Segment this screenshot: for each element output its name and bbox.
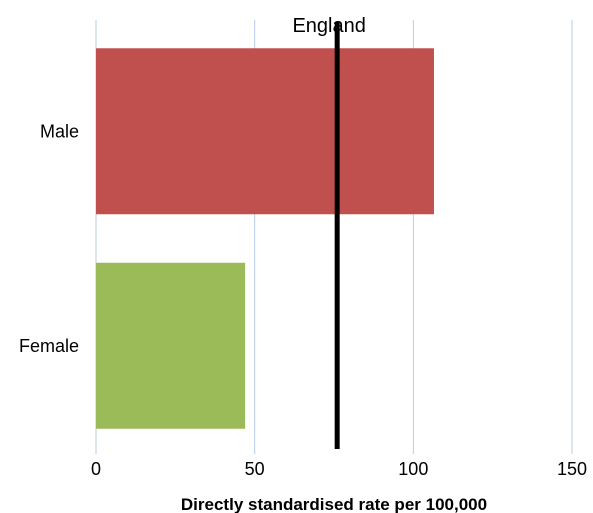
bars <box>96 48 434 429</box>
x-tick-label: 150 <box>557 459 587 479</box>
reference-line-group: England <box>292 15 366 449</box>
x-axis-title: Directly standardised rate per 100,000 <box>181 495 487 513</box>
category-labels: Male Female <box>19 121 79 356</box>
x-tick-label: 100 <box>398 459 428 479</box>
bar-female <box>96 262 246 429</box>
england-label: England <box>292 15 365 37</box>
category-label-male: Male <box>40 121 79 141</box>
x-tick-label: 50 <box>245 459 265 479</box>
x-tick-label: 0 <box>91 459 101 479</box>
x-axis-ticks: 0 50 100 150 <box>91 449 587 479</box>
category-label-female: Female <box>19 336 79 356</box>
bar-male <box>96 48 434 215</box>
